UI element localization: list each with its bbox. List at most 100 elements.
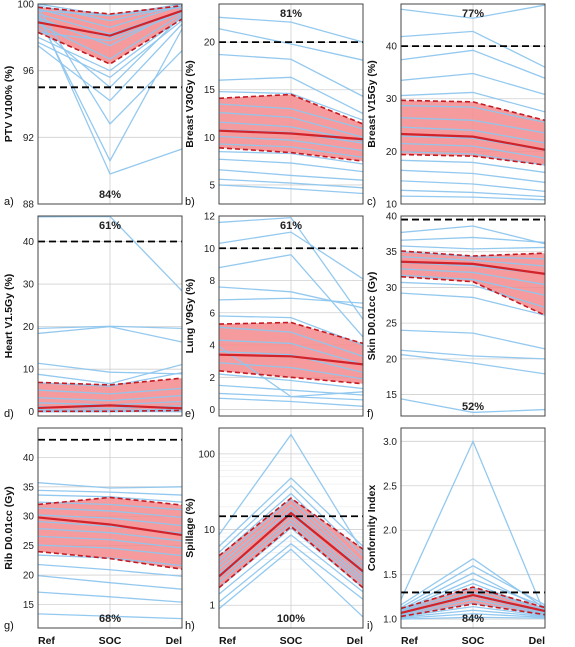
y-tick-label: 20 [386, 354, 398, 365]
lower-percentile-line [400, 275, 546, 317]
y-tick-label: 2.5 [383, 481, 397, 492]
y-tick-label: 40 [386, 212, 398, 223]
patient-line [400, 30, 546, 68]
x-category-label: Ref [401, 635, 418, 647]
patient-line [218, 111, 364, 138]
y-tick-label: 30 [386, 94, 398, 105]
y-tick-label: 20 [23, 322, 35, 333]
upper-percentile-line [37, 4, 183, 15]
patient-line [218, 433, 364, 553]
median-line [218, 511, 364, 578]
panel-label: a) [4, 196, 14, 208]
patient-line [37, 507, 183, 519]
y-tick-label: 40 [386, 42, 398, 53]
patient-line [37, 6, 183, 17]
y-axis-label: Breast V30Gy (%) [184, 60, 196, 148]
y-tick-label: 3.0 [383, 437, 397, 448]
median-line [37, 404, 183, 410]
patient-line [218, 498, 364, 568]
patient-line [400, 565, 546, 609]
iqr-band [219, 94, 363, 162]
patient-line [37, 16, 183, 72]
lower-percentile-line [37, 18, 183, 65]
panel-label: g) [4, 620, 14, 632]
panel-a: 88 92 96 100 PTV V100% (%) a) 84% [3, 0, 183, 211]
y-tick-label: 10 [204, 133, 216, 144]
patient-line [400, 180, 546, 193]
patient-line [400, 353, 546, 375]
panel-label: b) [185, 196, 195, 208]
patient-line [218, 397, 364, 407]
panel-h: 1 10 100 Spillage (%) h) 100% Ref SOC Del [184, 427, 364, 647]
pass-rate-annotation: 81% [280, 8, 302, 20]
x-category-label: Del [347, 635, 363, 647]
patient-line [37, 5, 183, 29]
patient-line [400, 578, 546, 611]
x-category-label: Del [166, 635, 182, 647]
patient-line [37, 544, 183, 557]
y-tick-label: 1.5 [383, 570, 397, 581]
patient-line [218, 339, 364, 366]
panel-f: 15 20 25 30 35 40 Skin D0.01cc (Gy) f) 52% [366, 212, 546, 420]
patient-line [37, 362, 183, 375]
patient-line [218, 28, 364, 61]
patient-line [37, 591, 183, 603]
y-tick-label: 40 [23, 237, 35, 248]
patient-line [400, 329, 546, 350]
plot-frame [400, 215, 546, 417]
patient-line [400, 598, 546, 616]
y-axis-label: Spillage (%) [184, 498, 196, 558]
y-tick-label: 1 [209, 601, 215, 612]
patient-line [218, 231, 364, 280]
patient-line [218, 297, 364, 304]
pass-rate-annotation: 100% [277, 613, 305, 625]
plot-frame [218, 427, 364, 629]
pass-rate-annotation: 61% [280, 220, 302, 232]
x-category-label: SOC [462, 635, 485, 647]
x-category-label: Ref [38, 635, 55, 647]
y-axis-label: Rib D0.01cc (Gy) [3, 486, 15, 569]
panel-label: e) [185, 408, 195, 420]
patient-line [400, 616, 546, 620]
patient-line [37, 482, 183, 489]
patient-line [37, 394, 183, 402]
panel-label: h) [185, 620, 195, 632]
median-line [37, 9, 183, 37]
y-tick-label: 30 [386, 283, 398, 294]
patient-line [218, 135, 364, 152]
pass-rate-annotation: 77% [462, 8, 484, 20]
iqr-band [219, 322, 363, 384]
patient-line [218, 178, 364, 189]
patient-line [400, 398, 546, 414]
panel-i: 1.0 1.5 2.0 2.5 3.0 Conformity Index i) 84% Ref S… [366, 427, 546, 647]
patient-line [218, 542, 364, 603]
patient-line [400, 613, 546, 619]
y-tick-label: 0 [209, 405, 215, 416]
patient-line [400, 236, 546, 244]
plot-frame [218, 3, 364, 205]
upper-percentile-line [37, 377, 183, 386]
patient-line [400, 292, 546, 316]
y-tick-label: 100 [17, 0, 34, 11]
upper-percentile-line [218, 321, 364, 345]
pass-rate-annotation: 68% [99, 613, 121, 625]
y-tick-label: 92 [23, 133, 35, 144]
patient-line [218, 90, 364, 121]
patient-line [37, 15, 183, 163]
y-tick-label: 25 [386, 319, 398, 330]
plot-frame [218, 215, 364, 417]
median-line [400, 593, 546, 614]
panel-label: f) [367, 408, 374, 420]
patient-line [37, 489, 183, 496]
patient-line [400, 195, 546, 201]
panel-g: 15 20 25 30 35 40 Rib D0.01cc (Gy) g) 68% Ref SOC D… [3, 427, 183, 647]
median-line [400, 260, 546, 275]
median-line [37, 516, 183, 537]
patient-line [218, 16, 364, 43]
upper-percentile-line [37, 496, 183, 506]
patient-line [218, 53, 364, 97]
lower-percentile-line [38, 409, 183, 413]
patient-line [218, 103, 364, 130]
patient-line [218, 326, 364, 357]
